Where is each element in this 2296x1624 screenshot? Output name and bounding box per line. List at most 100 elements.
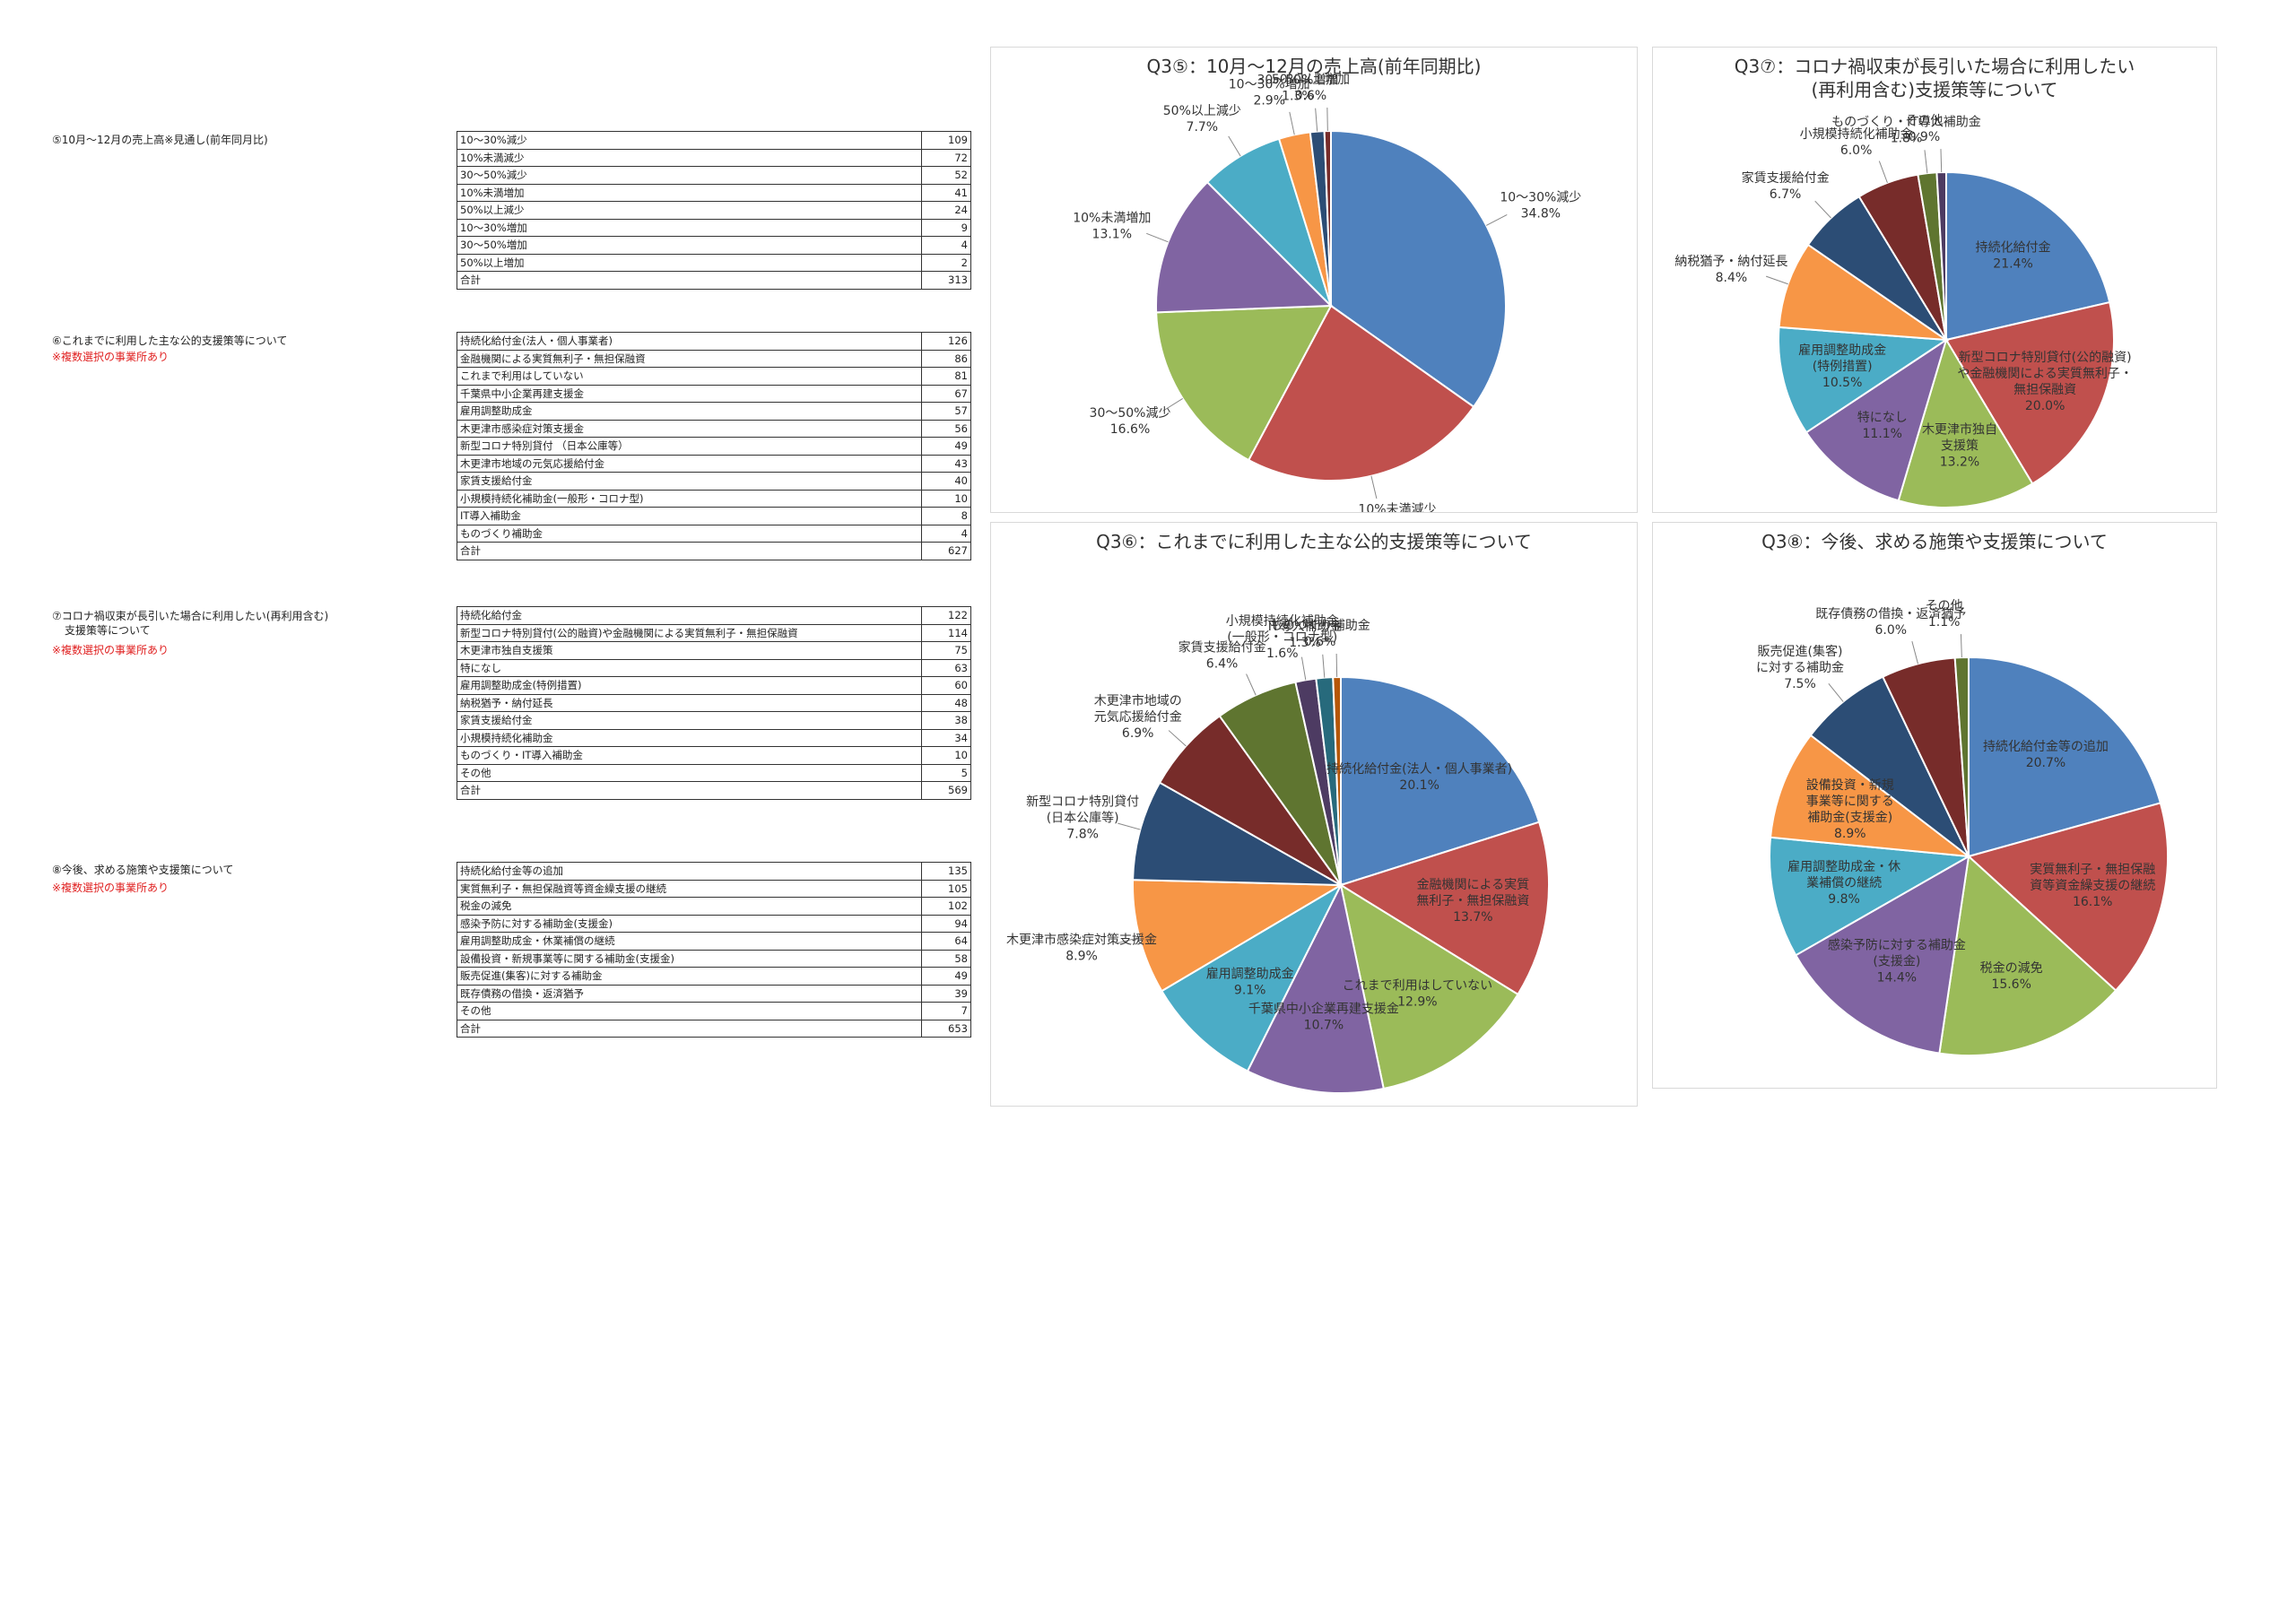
- slice-percent: 13.7%: [1453, 910, 1492, 925]
- table-row: 販売促進(集客)に対する補助金 49: [457, 967, 971, 986]
- pie-slice: [1966, 802, 2169, 992]
- slice-label: 税金の減免: [1980, 960, 2043, 976]
- chart-title: Q3⑦：コロナ禍収束が長引いた場合に利用したい: [1735, 56, 2135, 77]
- pie-slice: [1805, 337, 1948, 502]
- row-value: 64: [921, 932, 971, 951]
- leader-line: [1370, 475, 1378, 499]
- table-row: 税金の減免 102: [457, 897, 971, 916]
- slice-label: 新型コロナ特別貸付: [1026, 795, 1139, 809]
- data-table: 10～30%減少 109 10%未満減少 72 30～50%減少 52 10%未満増加 41 5…: [457, 131, 971, 290]
- slice-percent: 8.4%: [1716, 271, 1748, 285]
- leader-line: [1322, 654, 1326, 678]
- slice-percent: 6.9%: [1122, 726, 1154, 741]
- chart-title: Q3⑤：10月～12月の売上高(前年同期比): [1147, 56, 1482, 77]
- slice-label: 千葉県中小企業再建支援金: [1248, 1001, 1399, 1016]
- slice-label: 家賃支援給付金: [1742, 170, 1830, 186]
- table-row: 持続化給付金等の追加 135: [457, 862, 971, 881]
- leader-line: [1924, 150, 1928, 174]
- table-row: ものづくり・IT導入補助金 10: [457, 746, 971, 765]
- row-label: 税金の減免: [457, 897, 922, 916]
- leader-line: [1878, 161, 1888, 184]
- pie-slice: [1246, 881, 1385, 1094]
- slice-percent: 20.7%: [2026, 756, 2066, 770]
- row-value: 52: [921, 166, 971, 185]
- pie-slice: [1778, 243, 1950, 342]
- slice-label: 雇用調整助成金: [1798, 343, 1886, 358]
- row-value: 58: [921, 949, 971, 968]
- slice-label: 雇用調整助成金・休: [1787, 859, 1900, 874]
- leader-line: [1289, 111, 1295, 135]
- row-value: 56: [921, 419, 971, 438]
- row-value: 41: [921, 183, 971, 202]
- slice-percent: 6.0%: [1874, 623, 1907, 638]
- pie-slice: [1935, 170, 1947, 341]
- row-value: 114: [921, 623, 971, 642]
- slice-label: 10～30%減少: [1500, 189, 1581, 204]
- table-row: 金融機関による実質無利子・無担保融資 86: [457, 349, 971, 368]
- pie-slice: [1968, 656, 2162, 858]
- row-label: その他: [457, 1002, 922, 1020]
- data-table: 持続化給付金等の追加 135 実質無利子・無担保融資等資金繰支援の継続 105 税金の減…: [457, 862, 971, 1038]
- row-value: 5: [921, 763, 971, 782]
- table-row: 合計 653: [457, 1019, 971, 1038]
- slice-percent: 1.1%: [1928, 615, 1961, 630]
- slice-label: 事業等に関する: [1806, 794, 1894, 809]
- table-row: 家賃支援給付金 38: [457, 711, 971, 730]
- slice-label: (特例措置): [1813, 360, 1873, 374]
- leader-line: [1168, 730, 1187, 747]
- pie-slice: [1769, 836, 1972, 957]
- section-note: ※複数選択の事業所あり: [52, 881, 170, 894]
- slice-label: 10%未満増加: [1073, 211, 1151, 225]
- slice-label: 10%未満減少: [1358, 501, 1436, 512]
- row-label: 50%以上増加: [457, 253, 922, 272]
- section-label: ⑦コロナ禍収束が長引いた場合に利用したい(再利用含む): [52, 610, 329, 622]
- slice-percent: 20.0%: [2025, 399, 2065, 413]
- slice-label: 50%以上増加: [1272, 73, 1350, 87]
- row-label: 金融機関による実質無利子・無担保融資: [457, 349, 922, 368]
- row-value: 4: [921, 524, 971, 543]
- row-value: 313: [921, 271, 971, 290]
- slice-label: 木更津市独自: [1922, 422, 1997, 438]
- slice-percent: 13.1%: [1092, 227, 1132, 241]
- slice-label: 金融機関による実質: [1417, 878, 1530, 892]
- slice-percent: 9.8%: [1828, 892, 1860, 907]
- slice-percent: 6.0%: [1840, 143, 1873, 158]
- row-value: 49: [921, 967, 971, 986]
- table-row: 千葉県中小企業再建支援金 67: [457, 384, 971, 403]
- pie-slice: [1340, 675, 1541, 887]
- leader-line: [1162, 398, 1183, 412]
- table-row: 10%未満増加 41: [457, 183, 971, 202]
- slice-label: IT導入補助金: [1268, 620, 1343, 634]
- row-value: 94: [921, 914, 971, 933]
- slice-percent: 0.6%: [1295, 89, 1327, 103]
- section-label-2: 支援策等について: [65, 624, 151, 637]
- table-row: 合計 569: [457, 781, 971, 800]
- table-row: 木更津市地域の元気応援給付金 43: [457, 454, 971, 473]
- row-label: 木更津市地域の元気応援給付金: [457, 454, 922, 473]
- row-value: 10: [921, 746, 971, 765]
- slice-label: 実質無利子・無担保融: [2030, 863, 2155, 877]
- table-row: これまで利用はしていない 81: [457, 367, 971, 386]
- slice-label: 既存債務の借換・返済猶予: [1815, 607, 1966, 621]
- table-row: ものづくり補助金 4: [457, 524, 971, 543]
- row-label: 木更津市独自支援策: [457, 641, 922, 660]
- pie-slice: [1945, 170, 2111, 342]
- slice-percent: 15.6%: [1991, 977, 2031, 992]
- row-label: 持続化給付金(法人・個人事業者): [457, 332, 922, 351]
- slice-label: 資等資金繰支援の継続: [2030, 878, 2155, 893]
- slice-percent: 1.6%: [1266, 647, 1299, 661]
- table-row: 木更津市感染症対策支援金 56: [457, 419, 971, 438]
- row-label: 合計: [457, 781, 922, 800]
- slice-label: 家賃支援給付金: [1178, 639, 1266, 655]
- slice-percent: 16.6%: [1110, 422, 1150, 437]
- slice-label: 木更津市感染症対策支援金: [1006, 932, 1157, 947]
- row-value: 43: [921, 454, 971, 473]
- row-value: 49: [921, 437, 971, 456]
- slice-percent: 7.5%: [1784, 677, 1816, 691]
- table-row: 雇用調整助成金・休業補償の継続 64: [457, 932, 971, 951]
- row-label: 持続化給付金: [457, 606, 922, 625]
- row-label: 10%未満減少: [457, 148, 922, 167]
- pie-slice: [1205, 137, 1332, 307]
- leader-line: [1300, 656, 1307, 681]
- slice-label: その他: [1905, 114, 1943, 128]
